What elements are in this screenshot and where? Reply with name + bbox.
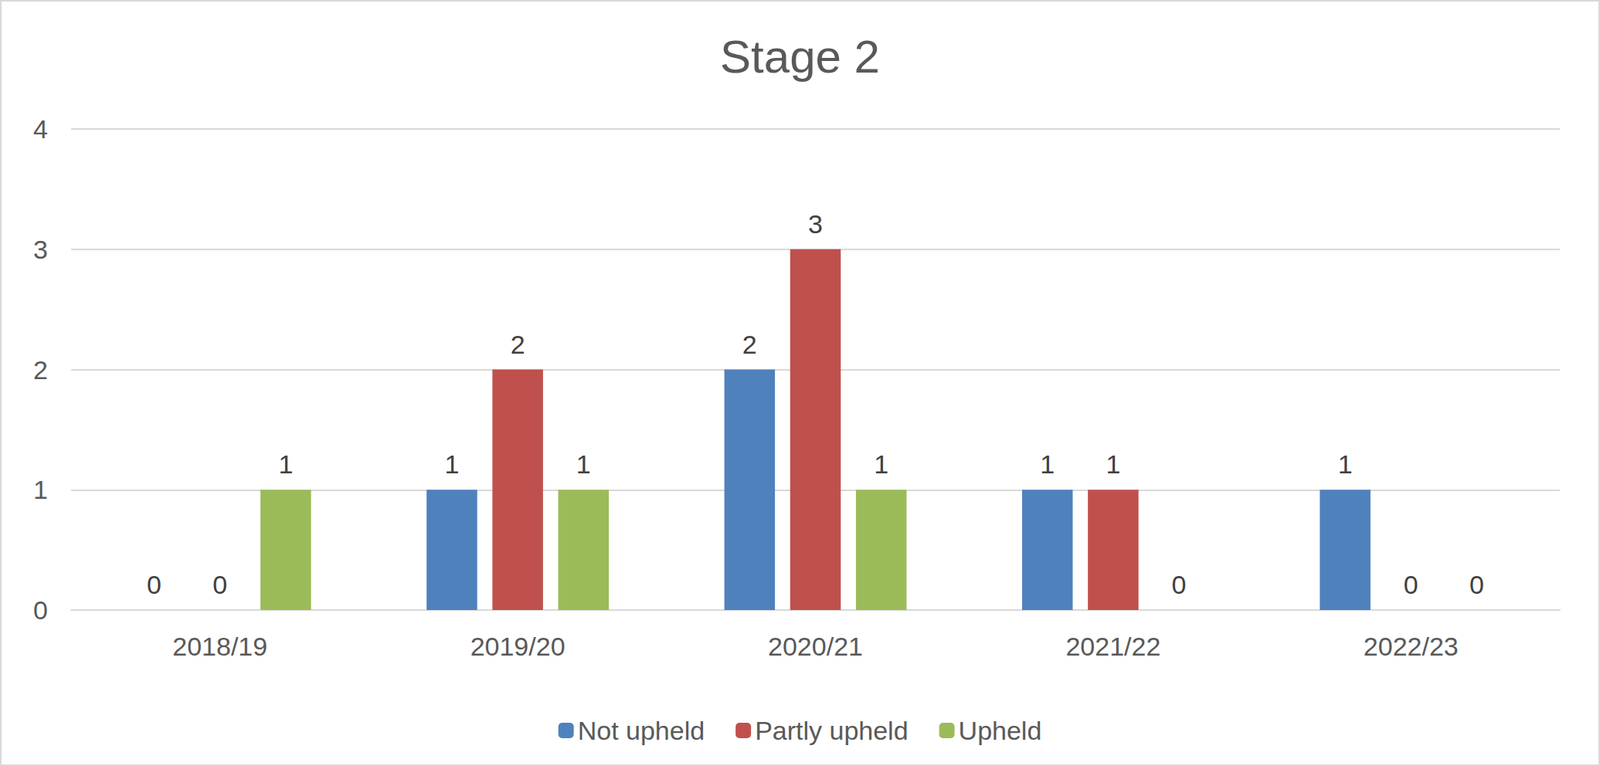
svg-text:2: 2 xyxy=(742,329,758,360)
svg-text:1: 1 xyxy=(444,449,459,479)
svg-text:1: 1 xyxy=(33,475,48,505)
svg-text:1: 1 xyxy=(278,449,293,479)
svg-text:0: 0 xyxy=(146,570,162,600)
svg-text:1: 1 xyxy=(1039,449,1055,479)
svg-text:0: 0 xyxy=(33,595,48,626)
svg-text:1: 1 xyxy=(576,449,592,479)
svg-text:Stage 2: Stage 2 xyxy=(720,30,880,83)
svg-text:1: 1 xyxy=(1338,449,1353,479)
svg-text:0: 0 xyxy=(1469,570,1485,600)
svg-text:1: 1 xyxy=(1105,449,1121,479)
svg-text:0: 0 xyxy=(212,570,228,600)
svg-text:Partly upheld: Partly upheld xyxy=(754,716,908,746)
svg-text:2: 2 xyxy=(33,355,48,385)
svg-text:Not upheld: Not upheld xyxy=(577,716,705,746)
svg-text:2022/23: 2022/23 xyxy=(1363,631,1459,662)
svg-text:3: 3 xyxy=(33,234,48,265)
svg-text:0: 0 xyxy=(1171,570,1187,600)
svg-text:2020/21: 2020/21 xyxy=(767,631,863,662)
svg-text:0: 0 xyxy=(1403,570,1419,600)
svg-text:3: 3 xyxy=(808,209,823,239)
svg-text:4: 4 xyxy=(33,114,48,144)
svg-text:1: 1 xyxy=(873,449,889,479)
svg-text:2018/19: 2018/19 xyxy=(172,631,268,662)
svg-text:2021/22: 2021/22 xyxy=(1065,631,1161,662)
svg-text:Upheld: Upheld xyxy=(958,716,1043,746)
svg-text:2: 2 xyxy=(510,329,526,360)
svg-text:2019/20: 2019/20 xyxy=(470,631,566,662)
